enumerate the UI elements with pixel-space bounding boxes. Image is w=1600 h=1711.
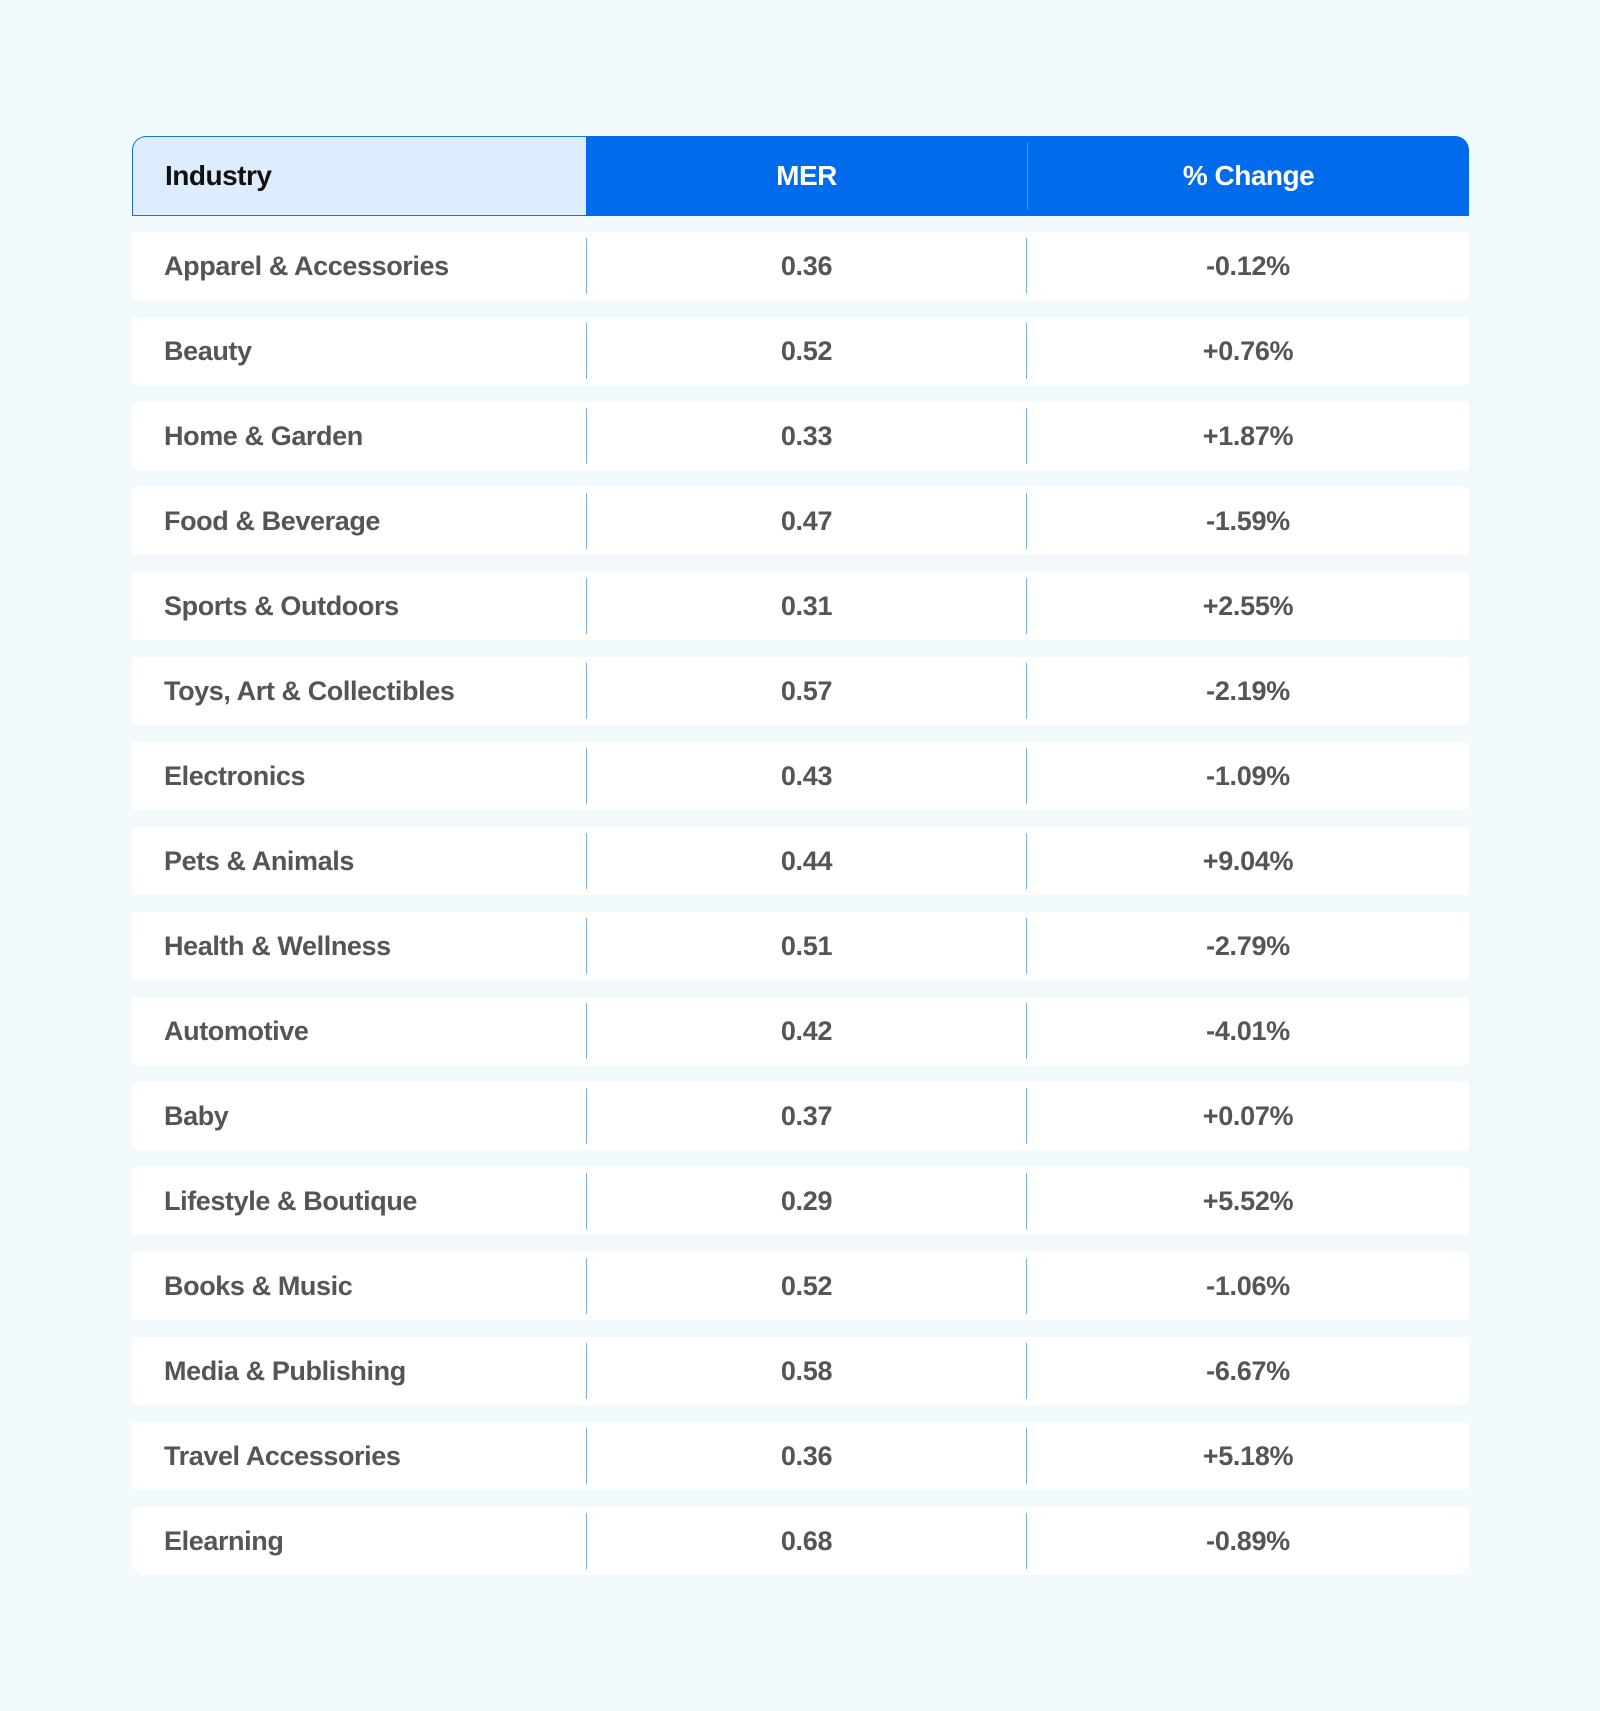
- industry-cell: Home & Garden: [164, 420, 363, 451]
- industry-cell: Travel Accessories: [164, 1440, 401, 1471]
- table-row: Food & Beverage 0.47 -1.59%: [132, 487, 1469, 555]
- change-cell: +0.07%: [1202, 1100, 1294, 1131]
- industry-cell: Toys, Art & Collectibles: [164, 675, 455, 706]
- mer-cell: 0.33: [586, 408, 1027, 464]
- table-row: Travel Accessories 0.36 +5.18%: [132, 1422, 1469, 1490]
- change-cell: +2.55%: [1202, 590, 1294, 621]
- table-row: Home & Garden 0.33 +1.87%: [132, 402, 1469, 470]
- table-row: Beauty 0.52 +0.76%: [132, 317, 1469, 385]
- mer-cell: 0.36: [586, 1428, 1027, 1484]
- industry-cell: Baby: [164, 1100, 229, 1131]
- table-row: Sports & Outdoors 0.31 +2.55%: [132, 572, 1469, 640]
- change-cell: -0.12%: [1206, 250, 1290, 281]
- industry-cell: Lifestyle & Boutique: [164, 1185, 418, 1216]
- table-row: Lifestyle & Boutique 0.29 +5.52%: [132, 1167, 1469, 1235]
- mer-cell: 0.57: [586, 663, 1027, 719]
- change-cell: +5.52%: [1202, 1185, 1294, 1216]
- change-cell: -6.67%: [1206, 1355, 1290, 1386]
- change-cell: +5.18%: [1202, 1440, 1294, 1471]
- mer-cell: 0.44: [586, 833, 1027, 889]
- change-cell: -2.79%: [1206, 930, 1290, 961]
- mer-cell: 0.47: [586, 493, 1027, 549]
- mer-cell: 0.58: [586, 1343, 1027, 1399]
- mer-cell: 0.51: [586, 918, 1027, 974]
- mer-cell: 0.43: [586, 748, 1027, 804]
- table-row: Toys, Art & Collectibles 0.57 -2.19%: [132, 657, 1469, 725]
- mer-cell: 0.52: [586, 1258, 1027, 1314]
- industry-cell: Media & Publishing: [164, 1355, 406, 1386]
- table-row: Health & Wellness 0.51 -2.79%: [132, 912, 1469, 980]
- table-row: Pets & Animals 0.44 +9.04%: [132, 827, 1469, 895]
- change-cell: -1.06%: [1206, 1270, 1290, 1301]
- mer-cell: 0.31: [586, 578, 1027, 634]
- industry-cell: Pets & Animals: [164, 845, 354, 876]
- mer-cell: 0.36: [586, 238, 1027, 294]
- industry-cell: Electronics: [164, 760, 306, 791]
- header-change: % Change: [1182, 160, 1315, 191]
- mer-cell: 0.42: [586, 1003, 1027, 1059]
- mer-cell: 0.37: [586, 1088, 1027, 1144]
- change-cell: -1.59%: [1206, 505, 1290, 536]
- mer-cell: 0.29: [586, 1173, 1027, 1229]
- industry-cell: Elearning: [164, 1525, 284, 1556]
- change-cell: -1.09%: [1206, 760, 1290, 791]
- table-row: Books & Music 0.52 -1.06%: [132, 1252, 1469, 1320]
- industry-cell: Sports & Outdoors: [164, 590, 399, 621]
- header-mer: MER: [586, 142, 1028, 210]
- industry-cell: Automotive: [164, 1015, 309, 1046]
- mer-cell: 0.68: [586, 1513, 1027, 1569]
- industry-cell: Food & Beverage: [164, 505, 381, 536]
- industry-cell: Health & Wellness: [164, 930, 391, 961]
- mer-table: Industry MER % Change Apparel & Accessor…: [132, 136, 1469, 1592]
- table-header: Industry MER % Change: [132, 136, 1469, 216]
- table-row: Electronics 0.43 -1.09%: [132, 742, 1469, 810]
- table-row: Apparel & Accessories 0.36 -0.12%: [132, 232, 1469, 300]
- change-cell: -2.19%: [1206, 675, 1290, 706]
- header-industry: Industry: [132, 136, 586, 216]
- table-row: Elearning 0.68 -0.89%: [132, 1507, 1469, 1575]
- industry-cell: Beauty: [164, 335, 252, 366]
- industry-cell: Books & Music: [164, 1270, 353, 1301]
- header-blue-group: MER % Change: [586, 136, 1469, 216]
- industry-cell: Apparel & Accessories: [164, 250, 449, 281]
- change-cell: +0.76%: [1202, 335, 1294, 366]
- table-row: Media & Publishing 0.58 -6.67%: [132, 1337, 1469, 1405]
- mer-cell: 0.52: [586, 323, 1027, 379]
- change-cell: +9.04%: [1202, 845, 1294, 876]
- change-cell: -0.89%: [1206, 1525, 1290, 1556]
- table-body: Apparel & Accessories 0.36 -0.12% Beauty 0.5…: [132, 232, 1469, 1575]
- table-row: Baby 0.37 +0.07%: [132, 1082, 1469, 1150]
- table-row: Automotive 0.42 -4.01%: [132, 997, 1469, 1065]
- change-cell: +1.87%: [1202, 420, 1294, 451]
- change-cell: -4.01%: [1206, 1015, 1290, 1046]
